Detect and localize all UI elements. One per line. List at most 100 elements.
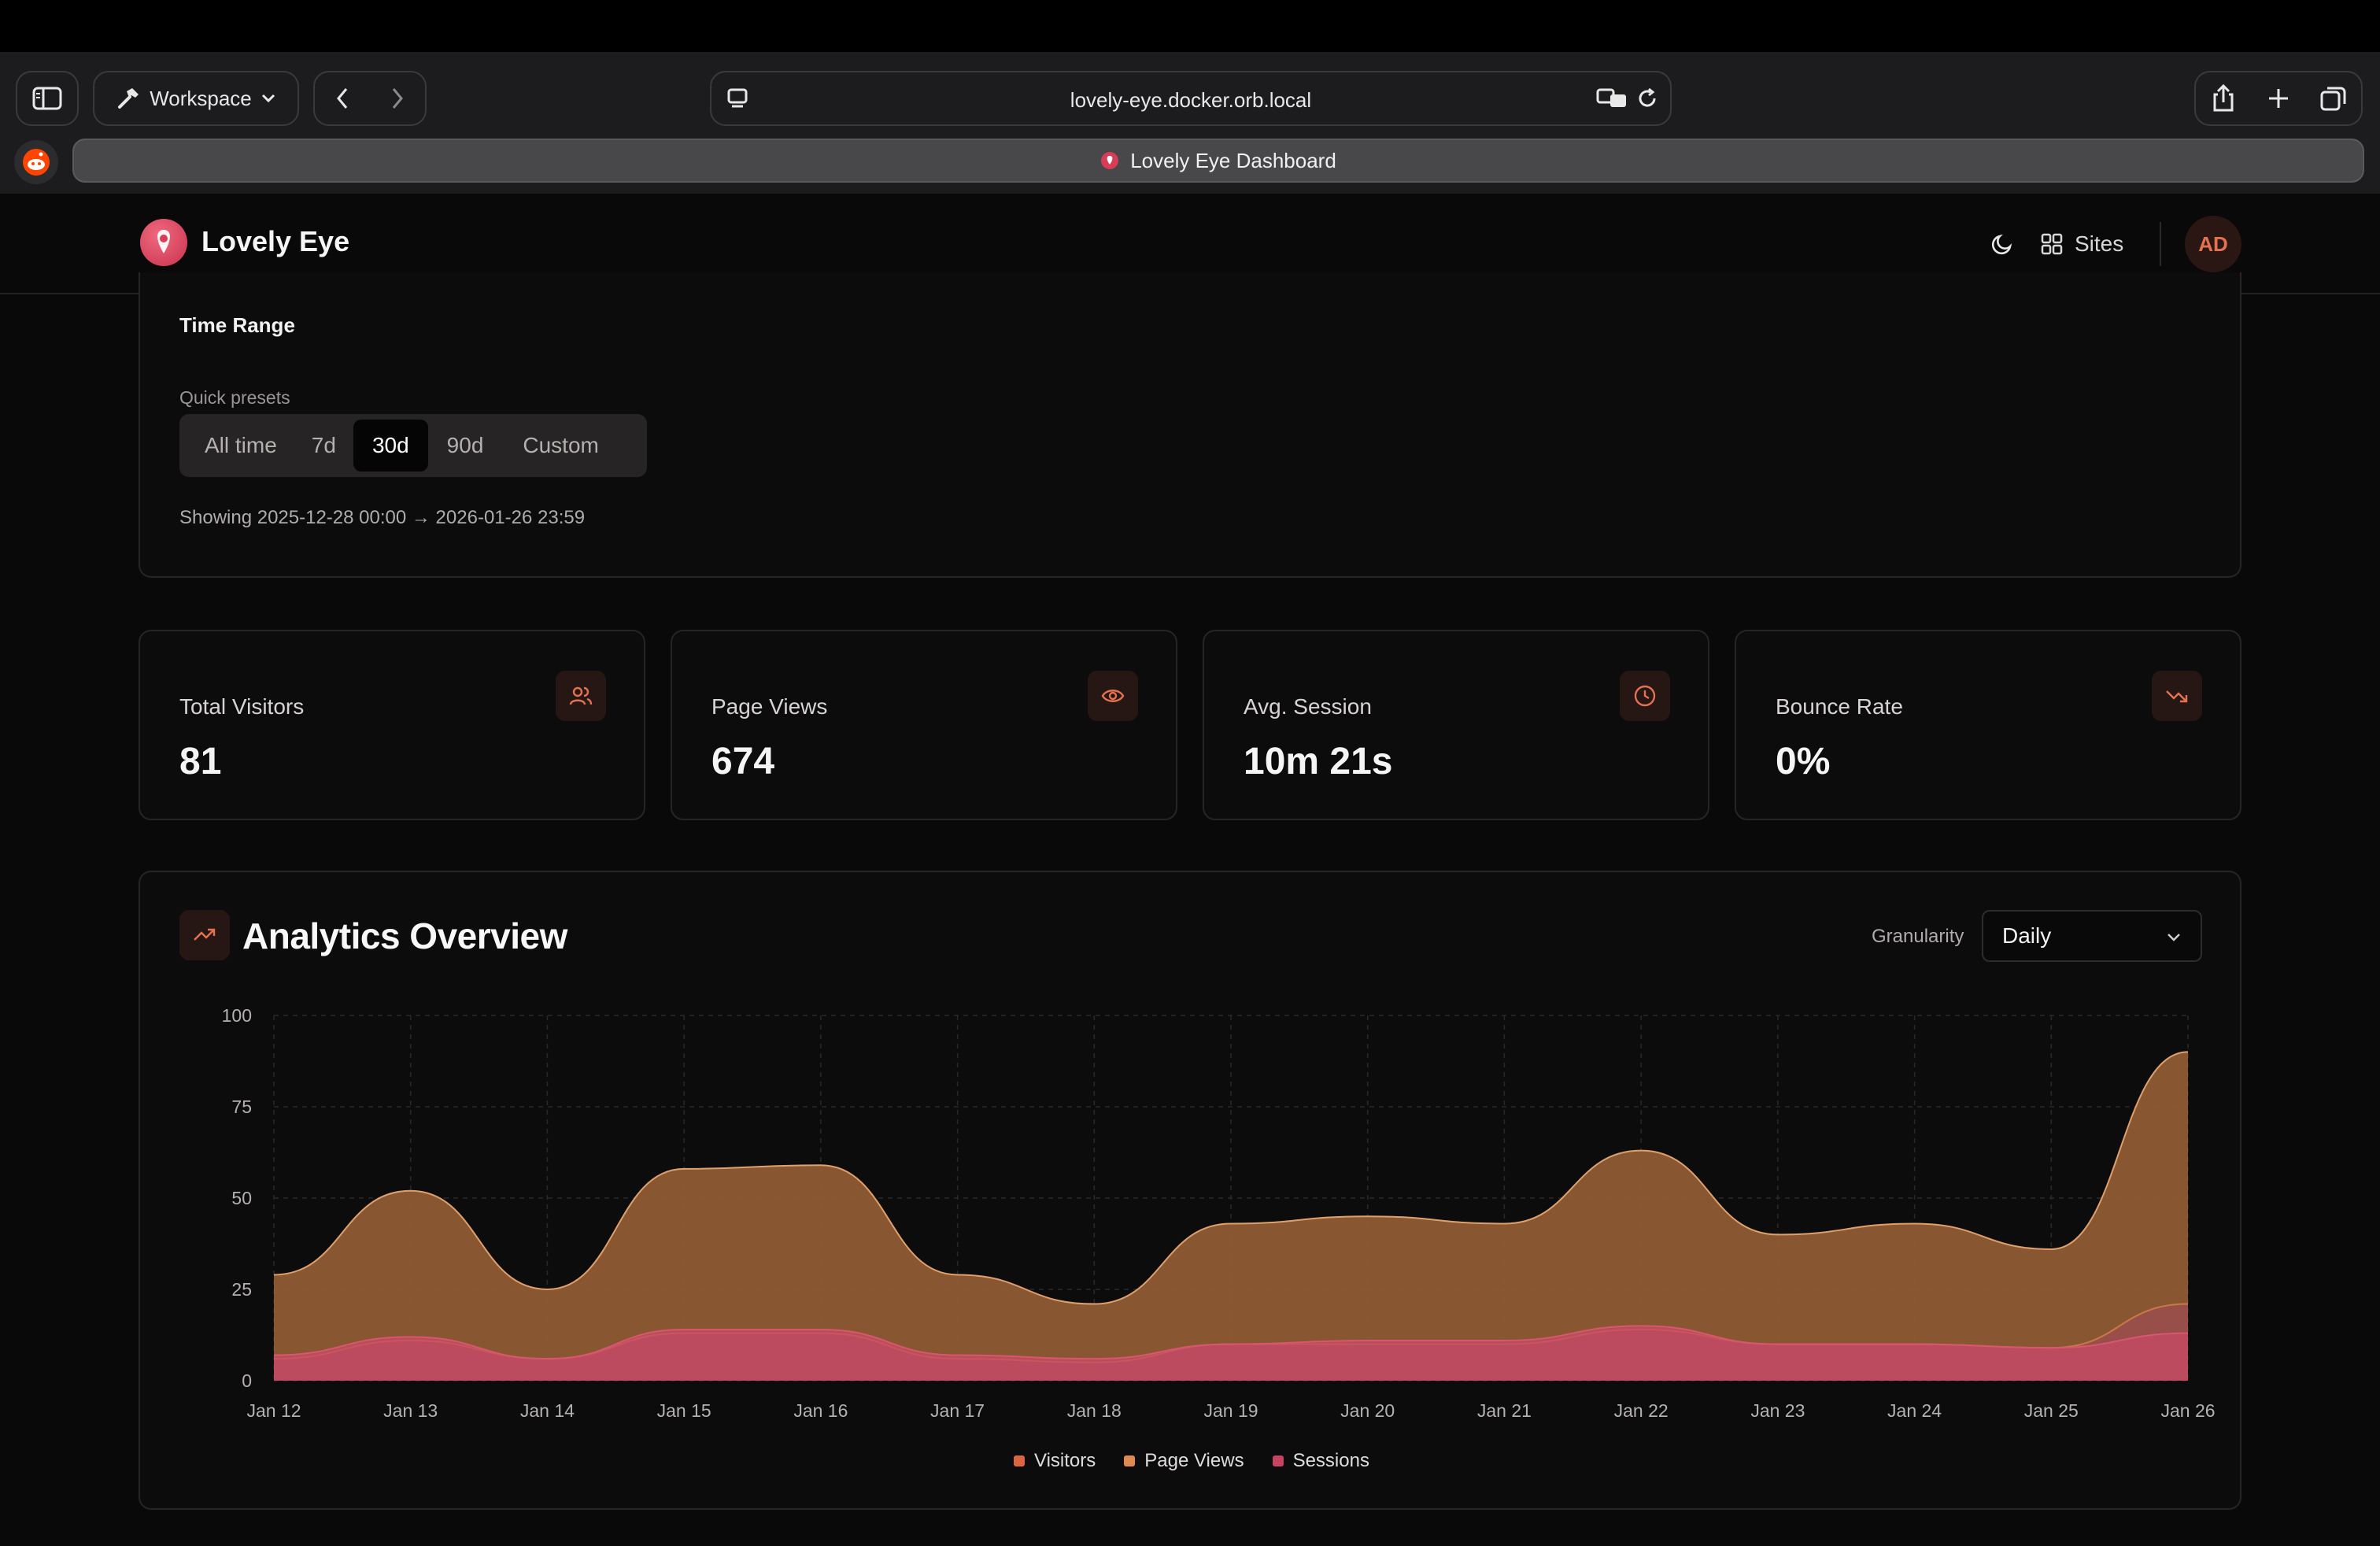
- extension-button[interactable]: [14, 140, 58, 184]
- lovely-eye-logo[interactable]: [140, 219, 187, 266]
- address-bar[interactable]: lovely-eye.docker.orb.local: [710, 71, 1672, 126]
- toolbar-actions: [2194, 71, 2363, 126]
- x-tick-label: Jan 19: [1203, 1400, 1258, 1421]
- x-tick-label: Jan 13: [383, 1400, 438, 1421]
- preset-custom[interactable]: Custom: [523, 433, 599, 457]
- share-icon: [2213, 83, 2234, 112]
- x-tick-label: Jan 14: [520, 1400, 575, 1421]
- x-tick-label: Jan 15: [657, 1400, 711, 1421]
- translate-icon[interactable]: [1596, 87, 1628, 110]
- x-tick-label: Jan 18: [1067, 1400, 1122, 1421]
- x-tick-label: Jan 22: [1614, 1400, 1669, 1421]
- time-range-title: Time Range: [179, 313, 295, 337]
- reddit-icon: [23, 149, 50, 176]
- legend-item-visitors[interactable]: Visitors: [1014, 1450, 1096, 1472]
- sites-label: Sites: [2075, 231, 2124, 256]
- stat-card-avg-session: Avg. Session 10m 21s: [1203, 630, 1709, 820]
- y-tick-label: 0: [242, 1370, 252, 1391]
- tab-overview-button[interactable]: [2306, 71, 2361, 126]
- chevron-left-icon: [337, 88, 348, 109]
- x-tick-label: Jan 23: [1750, 1400, 1805, 1421]
- clock-icon: [1620, 671, 1670, 721]
- tab-title: Lovely Eye Dashboard: [1130, 148, 1336, 172]
- x-tick-label: Jan 17: [930, 1400, 985, 1421]
- workspace-label: Workspace: [150, 86, 252, 110]
- trending-down-icon: [2152, 671, 2202, 721]
- stat-card-total-visitors: Total Visitors 81: [139, 630, 645, 820]
- line-page-views: [273, 1051, 2189, 1305]
- time-range-card: Time Range Quick presets All time 7d 30d…: [139, 272, 2241, 578]
- forward-button[interactable]: [370, 71, 425, 126]
- tabs-icon: [2320, 87, 2346, 111]
- area-sessions: [274, 1326, 2188, 1381]
- chevron-down-icon: [2168, 934, 2180, 941]
- legend-item-page-views[interactable]: Page Views: [1124, 1450, 1244, 1472]
- range-summary: Showing 2025-12-28 00:00 → 2026-01-26 23…: [179, 507, 586, 528]
- chevron-down-icon: [261, 94, 275, 103]
- favicon-icon: [1101, 152, 1119, 169]
- url-text: lovely-eye.docker.orb.local: [1070, 88, 1312, 112]
- sidebar-icon: [32, 87, 62, 110]
- sites-button[interactable]: Sites: [2040, 222, 2123, 266]
- theme-toggle-button[interactable]: [1983, 225, 2021, 263]
- stat-label: Avg. Session: [1244, 694, 1372, 719]
- stat-label: Total Visitors: [179, 694, 305, 719]
- page-menu-icon: [727, 88, 748, 108]
- preset-all-time[interactable]: All time: [205, 433, 277, 457]
- x-tick-label: Jan 26: [2160, 1400, 2215, 1421]
- reload-icon[interactable]: [1635, 87, 1659, 110]
- y-tick-label: 100: [222, 1005, 252, 1026]
- stat-value: 10m 21s: [1244, 741, 1393, 782]
- preset-segmented-control: All time 7d 30d 90d Custom: [179, 414, 647, 477]
- brand-name: Lovely Eye: [201, 225, 350, 257]
- x-tick-label: Jan 21: [1477, 1400, 1532, 1421]
- moon-icon: [1991, 234, 2012, 255]
- dashboard-app: Lovely Eye Sites AD Time Range Quick pre…: [0, 194, 2380, 1546]
- chart-legend: Visitors Page Views Sessions: [140, 1450, 2243, 1472]
- preset-90d[interactable]: 90d: [446, 433, 484, 457]
- grid-icon: [2041, 233, 2063, 255]
- x-tick-label: Jan 24: [1887, 1400, 1942, 1421]
- stat-label: Page Views: [711, 694, 828, 719]
- hammer-icon: [118, 88, 139, 109]
- stat-card-page-views: Page Views 674: [671, 630, 1177, 820]
- history-nav: [313, 71, 427, 126]
- tab-lovely-eye-dashboard[interactable]: Lovely Eye Dashboard: [72, 139, 2364, 183]
- chevron-right-icon: [392, 88, 403, 109]
- y-tick-label: 25: [231, 1279, 252, 1300]
- granularity-select[interactable]: Daily: [1982, 910, 2202, 962]
- stat-value: 0%: [1776, 741, 1831, 782]
- header-divider: [2160, 222, 2161, 266]
- share-button[interactable]: [2196, 71, 2251, 126]
- x-tick-label: Jan 16: [793, 1400, 848, 1421]
- y-tick-label: 75: [231, 1097, 252, 1117]
- analytics-area-chart: 0 25 50 75 100 Jan 12 Jan 13 Jan 14 Jan 15 Jan 16…: [222, 1005, 2216, 1421]
- back-button[interactable]: [315, 71, 370, 126]
- new-tab-button[interactable]: [2251, 71, 2306, 126]
- browser-toolbar: Workspace lovely-eye.docker.orb.local Lo…: [0, 52, 2380, 194]
- trending-up-icon: [179, 910, 230, 960]
- x-tick-label: Jan 20: [1340, 1400, 1395, 1421]
- line-sessions: [273, 1325, 2189, 1360]
- users-icon: [556, 671, 606, 721]
- preset-30d[interactable]: 30d: [353, 420, 428, 472]
- sidebar-toggle-button[interactable]: [16, 71, 79, 126]
- os-menu-bar: [0, 0, 2380, 52]
- overview-title: Analytics Overview: [242, 915, 567, 956]
- legend-item-sessions[interactable]: Sessions: [1272, 1450, 1369, 1472]
- granularity-label: Granularity: [1872, 926, 1964, 947]
- y-tick-label: 50: [231, 1188, 252, 1208]
- workspace-button[interactable]: Workspace: [93, 71, 299, 126]
- eye-icon: [1088, 671, 1138, 721]
- area-page-views: [274, 1052, 2188, 1381]
- analytics-overview-card: Analytics Overview Granularity Daily 0 25…: [139, 871, 2241, 1510]
- granularity-value: Daily: [2002, 923, 2052, 948]
- preset-7d[interactable]: 7d: [311, 433, 336, 457]
- x-tick-label: Jan 12: [246, 1400, 301, 1421]
- stat-value: 674: [711, 741, 775, 782]
- x-tick-label: Jan 25: [2024, 1400, 2079, 1421]
- stat-value: 81: [179, 741, 222, 782]
- stat-card-bounce-rate: Bounce Rate 0%: [1735, 630, 2241, 820]
- plus-icon: [2269, 89, 2288, 108]
- avatar[interactable]: AD: [2185, 216, 2241, 272]
